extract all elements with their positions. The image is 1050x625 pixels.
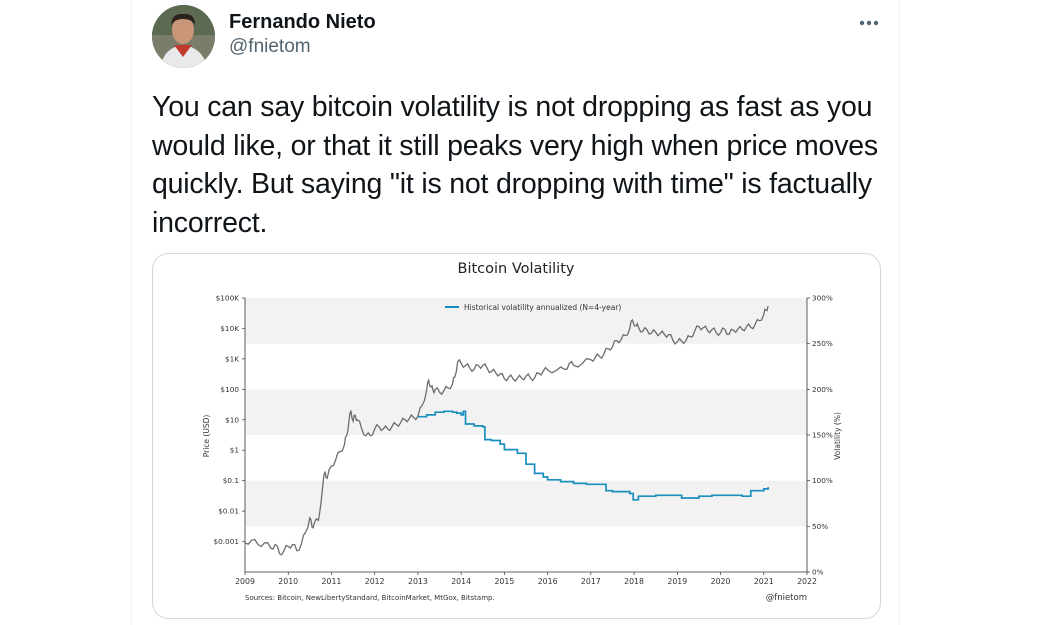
x-tick-label: 2010 xyxy=(278,577,298,586)
x-tick-label: 2014 xyxy=(451,577,471,586)
y2-tick-label: 0% xyxy=(812,568,824,577)
y-tick-label: $0.01 xyxy=(218,507,239,516)
y2-tick-label: 150% xyxy=(812,431,833,440)
y-tick-label: $10K xyxy=(220,324,239,333)
y2-tick-label: 50% xyxy=(812,522,828,531)
y2-tick-label: 300% xyxy=(812,294,833,303)
y-tick-label: $0.001 xyxy=(213,537,239,546)
grid-band xyxy=(245,298,807,344)
author-display-name[interactable]: Fernando Nieto xyxy=(229,11,376,33)
x-tick-label: 2015 xyxy=(494,577,514,586)
x-tick-label: 2016 xyxy=(538,577,558,586)
more-options-button[interactable] xyxy=(856,12,882,34)
y-axis-label: Price (USD) xyxy=(202,415,211,458)
y-tick-label: $1 xyxy=(230,446,239,455)
legend-label: Historical volatility annualized (N=4-ye… xyxy=(464,303,621,312)
chart-credit: @fnietom xyxy=(766,593,807,603)
avatar[interactable] xyxy=(152,5,215,68)
x-tick-label: 2021 xyxy=(754,577,774,586)
x-tick-label: 2020 xyxy=(711,577,731,586)
y-tick-label: $10 xyxy=(225,415,239,424)
timeline-column-border-right xyxy=(899,0,900,625)
tweet-media-chart[interactable]: Bitcoin Volatility $0.001 $0.01 $0.1 $1 $10 $… xyxy=(152,253,881,619)
y-tick-label: $0.1 xyxy=(223,476,239,485)
x-tick-label: 2017 xyxy=(581,577,601,586)
y2-tick-label: 200% xyxy=(812,385,833,394)
grid-band xyxy=(245,389,807,435)
grid-band xyxy=(245,480,807,527)
x-tick-label: 2011 xyxy=(322,577,342,586)
y2-tick-label: 100% xyxy=(812,476,833,485)
y2-tick-label: 250% xyxy=(812,339,833,348)
more-horizontal-icon xyxy=(859,20,879,26)
volatility-chart: Bitcoin Volatility $0.001 $0.01 $0.1 $1 $10 $… xyxy=(202,261,842,603)
y-tick-label: $100K xyxy=(216,294,240,303)
timeline-column-border-left xyxy=(131,0,132,625)
y-tick-label: $100 xyxy=(220,385,239,394)
y2-axis-label: Volatility (%) xyxy=(833,412,842,460)
x-tick-label: 2018 xyxy=(624,577,644,586)
x-tick-label: 2013 xyxy=(408,577,428,586)
volatility-series-line xyxy=(417,410,769,501)
chart-sources: Sources: Bitcoin, NewLibertyStandard, Bi… xyxy=(245,594,495,602)
chart-title: Bitcoin Volatility xyxy=(458,261,575,277)
x-tick-label: 2019 xyxy=(667,577,687,586)
y-tick-label: $1K xyxy=(225,354,239,363)
x-tick-label: 2012 xyxy=(365,577,385,586)
chart-legend: Historical volatility annualized (N=4-ye… xyxy=(445,303,621,312)
x-tick-label: 2022 xyxy=(797,577,817,586)
x-tick-label: 2009 xyxy=(235,577,255,586)
author-handle[interactable]: @fnietom xyxy=(229,36,311,57)
tweet-text: You can say bitcoin volatility is not dr… xyxy=(152,91,878,239)
price-series-line xyxy=(244,305,769,556)
